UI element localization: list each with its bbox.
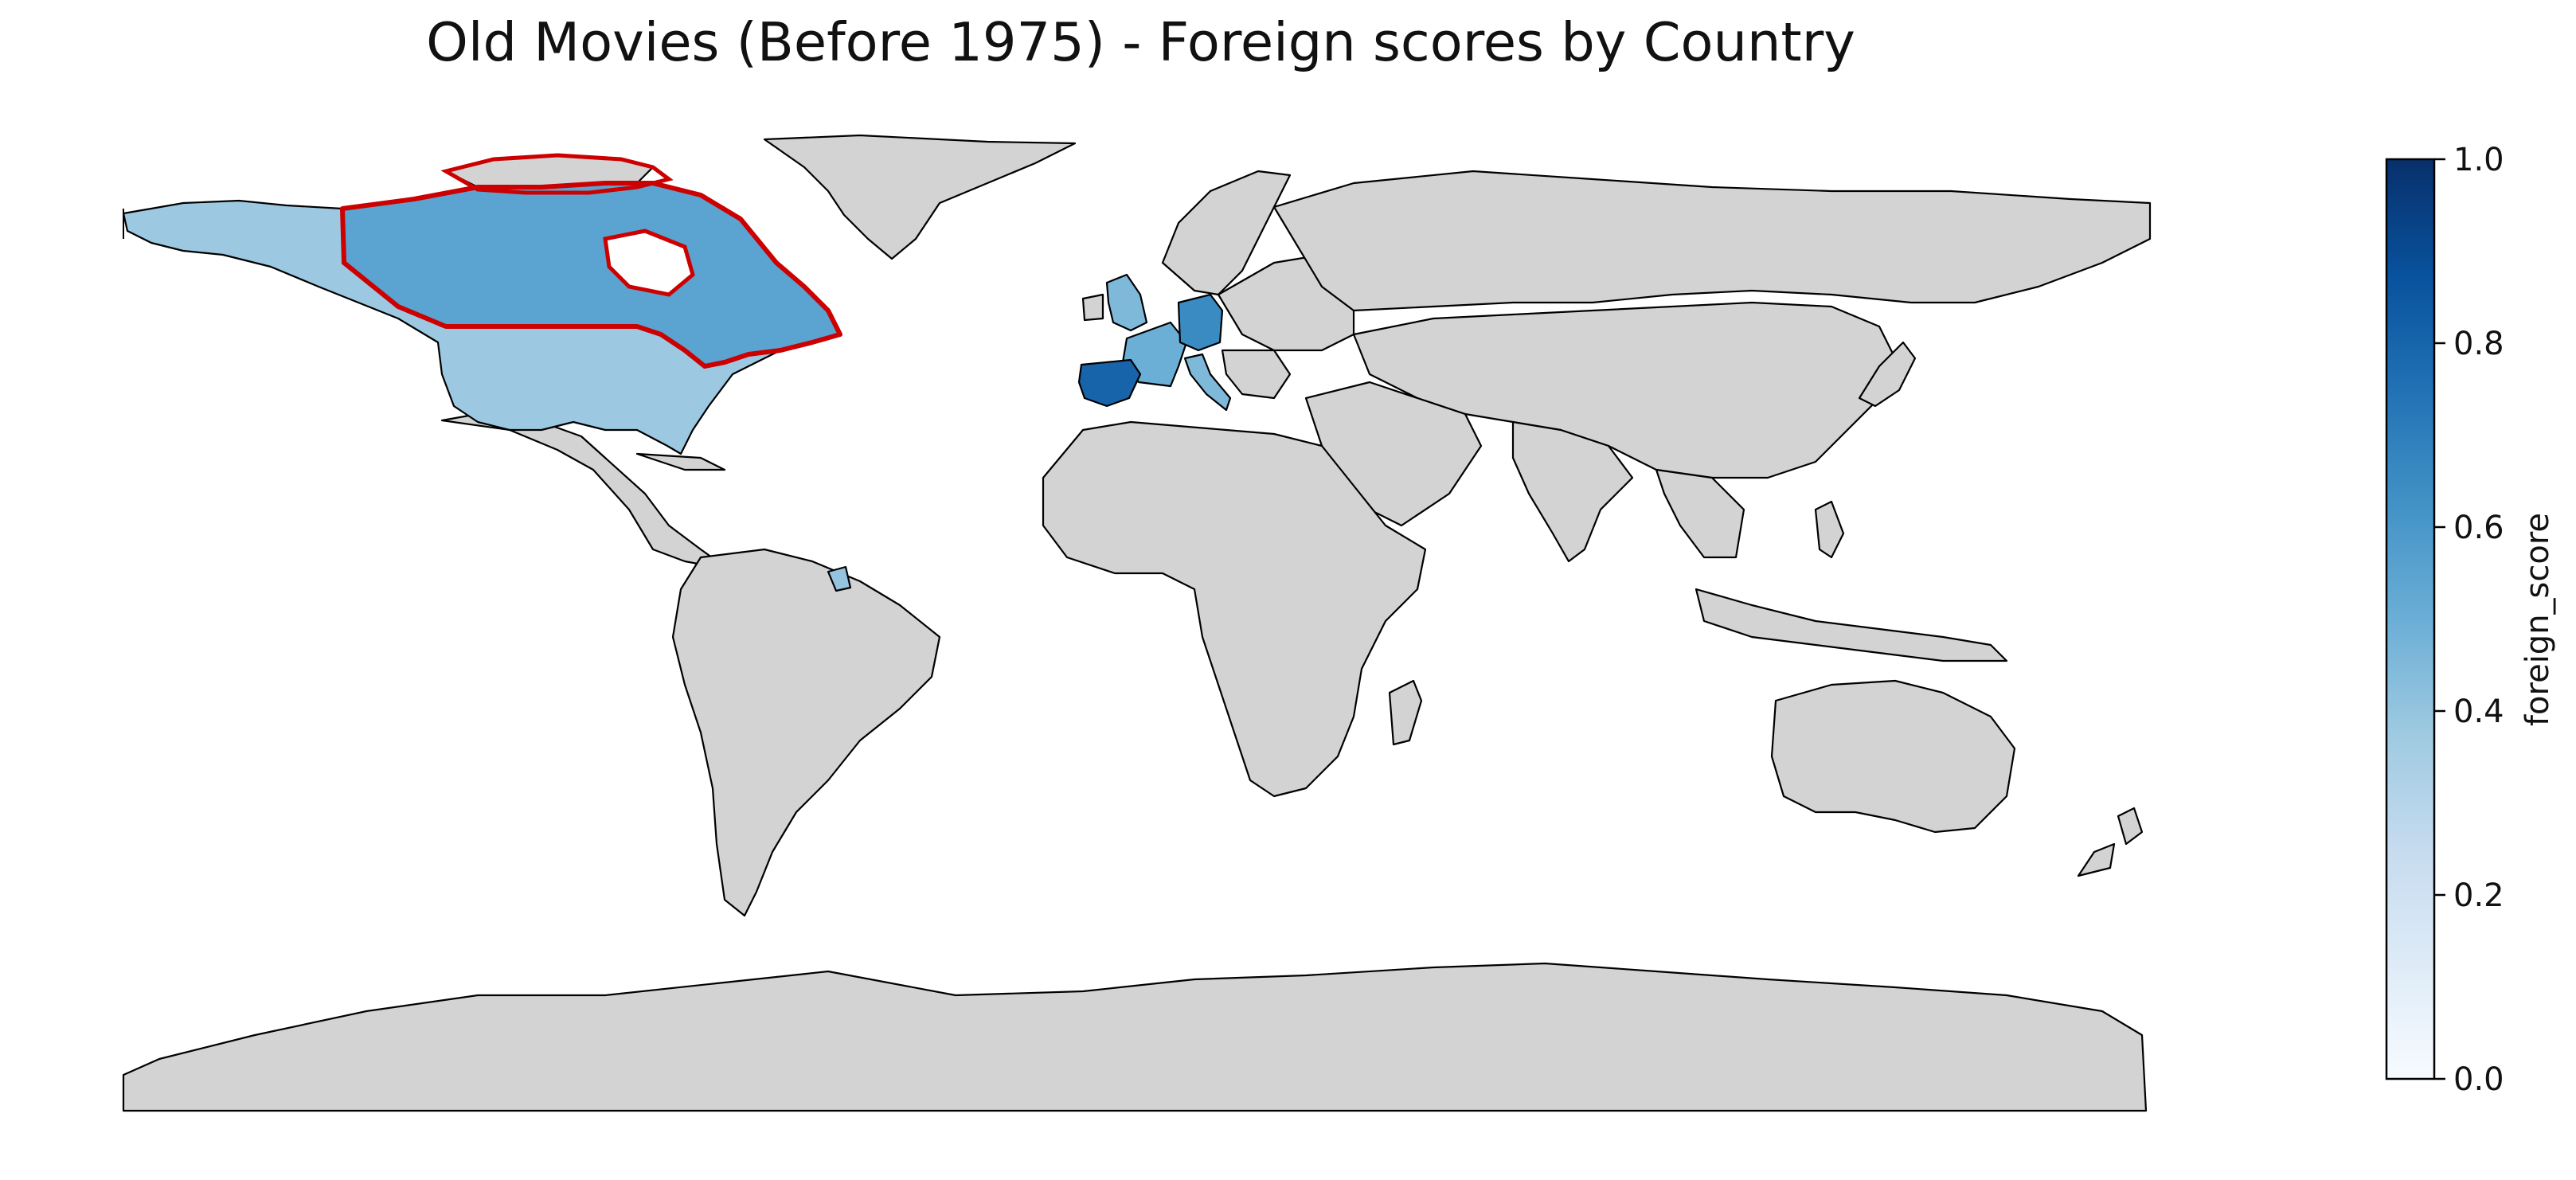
- country-french-guiana: [827, 565, 852, 592]
- world-map: [122, 134, 2152, 1112]
- country-germany: [1177, 293, 1224, 352]
- map-title: Old Movies (Before 1975) - Foreign score…: [426, 11, 1855, 73]
- country-new-zealand: [2077, 807, 2144, 877]
- country-ireland: [1081, 293, 1104, 322]
- country-italy: [1183, 353, 1232, 412]
- country-philippines: [1814, 500, 1845, 559]
- country-cuba: [635, 452, 726, 471]
- colorbar-tick-label: 0.4: [2453, 694, 2504, 730]
- region-antarctica: [122, 962, 2148, 1112]
- country-greenland: [763, 134, 1077, 260]
- colorbar-label: foreign_score: [2519, 513, 2556, 726]
- region-southeast-asia: [1655, 468, 1745, 559]
- colorbar-gradient: [2385, 158, 2436, 1080]
- region-central-asia-china: [1352, 301, 1897, 479]
- canada-hudson-bay: [603, 229, 695, 297]
- colorbar-ticks: 0.0 0.2 0.4 0.6 0.8 1.0: [2434, 142, 2504, 1098]
- colorbar-tick-label: 1.0: [2453, 142, 2504, 178]
- region-indonesia: [1695, 588, 2008, 662]
- country-spain: [1077, 358, 1142, 408]
- country-canada: [340, 181, 842, 369]
- canada-arctic-islands: [440, 153, 674, 195]
- region-russia-asia: [1272, 170, 2152, 312]
- country-japan: [1858, 341, 1917, 408]
- colorbar-tick-label: 0.2: [2453, 877, 2504, 914]
- colorbar-tick-label: 0.6: [2453, 510, 2504, 546]
- region-south-america: [671, 548, 941, 917]
- region-balkans: [1221, 349, 1292, 400]
- colorbar-tick-label: 0.0: [2453, 1061, 2504, 1098]
- country-australia: [1770, 679, 2016, 834]
- country-uk: [1105, 273, 1148, 332]
- country-india: [1511, 420, 1634, 563]
- region-africa: [1042, 420, 1427, 798]
- country-madagascar: [1388, 679, 1423, 746]
- colorbar-tick-label: 0.8: [2453, 326, 2504, 362]
